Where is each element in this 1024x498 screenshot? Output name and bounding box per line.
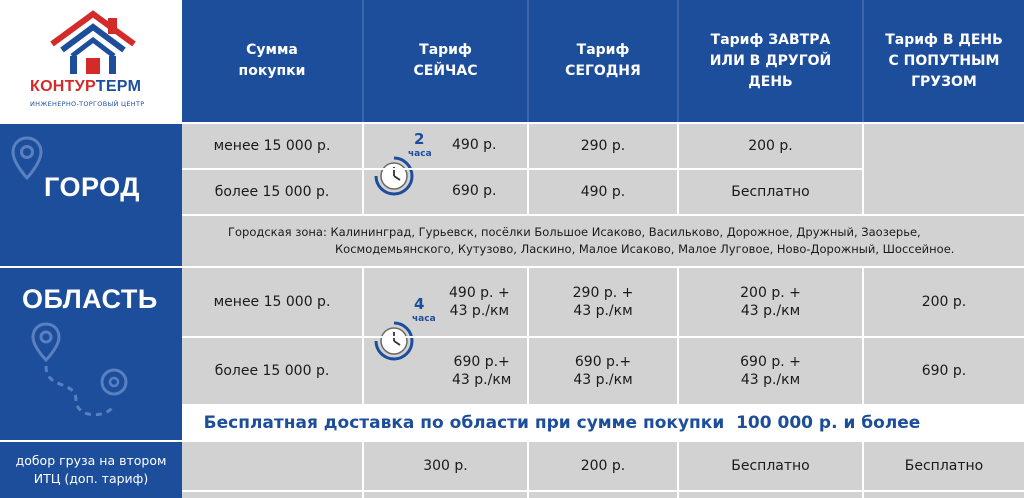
city-row1-now: 490 р. [452, 137, 497, 153]
header-day-line2: С ПОПУТНЫМ [888, 52, 1000, 69]
header-tomorrow: Тариф ЗАВТРА ИЛИ В ДРУГОЙ ДЕНЬ [679, 0, 862, 122]
region-row1-today-line1: 290 р. + [572, 285, 634, 301]
region-row2-today-line2: 43 р./км [573, 372, 633, 388]
region-row1-now: 490 р. + 43 р./км [449, 284, 510, 320]
extra-label-line2: ИТЦ (доп. тариф) [33, 471, 149, 486]
city-time-unit: часа [408, 149, 432, 159]
region-row1-now-line1: 490 р. + [449, 285, 510, 301]
header-tomorrow-bold: ЗАВТРА [768, 31, 831, 48]
brand-name-part2: ТЕРМ [95, 78, 142, 95]
header-today-line2: СЕГОДНЯ [565, 63, 641, 79]
route-icon [31, 322, 128, 417]
extra-today: 200 р. [580, 458, 626, 474]
city-zone-line1: Городская зона: Калининград, Гурьевск, п… [228, 225, 921, 239]
map-pin-icon [11, 136, 43, 181]
region-row2-today: 690 р.+ 43 р./км [529, 338, 677, 404]
city-row2-now: 690 р. [452, 183, 497, 199]
region-row1-day: 200 р. [921, 294, 967, 310]
region-row1-now-line2: 43 р./км [449, 303, 510, 319]
region-row1-today-line2: 43 р./км [573, 303, 633, 319]
region-row2-now-line2: 43 р./км [452, 372, 512, 388]
header-now-line1: Тариф [419, 42, 472, 58]
city-row2-today: 490 р. [580, 184, 626, 200]
header-day-line3: ГРУЗОМ [911, 73, 977, 90]
city-row2-sum: более 15 000 р. [214, 184, 330, 200]
brand-name: КОНТУРТЕРМ [30, 78, 141, 96]
header-day-line1: Тариф [885, 31, 938, 48]
brand-subtitle: ИНЖЕНЕРНО-ТОРГОВЫЙ ЦЕНТР [30, 100, 145, 108]
header-now: Тариф СЕЙЧАС [364, 0, 527, 122]
extra-label-line1: добор груза на втором [15, 453, 167, 468]
header-sum: Сумма покупки [182, 0, 362, 122]
region-side-panel: ОБЛАСТЬ [0, 268, 182, 440]
header-day: Тариф В ДЕНЬ С ПОПУТНЫМ ГРУЗОМ [864, 0, 1024, 122]
house-logo-icon [50, 10, 136, 74]
header-tomorrow-line2: ИЛИ В ДРУГОЙ [709, 52, 832, 69]
city-gray-area [182, 124, 1024, 266]
region-row2-tomorrow-line1: 690 р. + [740, 354, 801, 370]
brand-name-part1: КОНТУР [30, 78, 96, 95]
extra-now: 300 р. [423, 458, 468, 474]
region-label: ОБЛАСТЬ [22, 284, 158, 314]
region-time-number: 4 [414, 295, 425, 313]
region-row1-tomorrow: 200 р. + 43 р./км [679, 268, 862, 336]
header-tomorrow-line3: ДЕНЬ [748, 73, 793, 90]
header-tomorrow-line1: Тариф [710, 31, 764, 48]
city-row2-tomorrow: Бесплатно [731, 184, 810, 200]
city-side-panel: ГОРОД [0, 124, 182, 266]
header-now-line2: СЕЙЧАС [413, 63, 478, 79]
city-label: ГОРОД [44, 172, 140, 202]
extra-gray-area [182, 442, 1024, 498]
city-delivery-time: 2 часа [372, 130, 446, 200]
region-delivery-time: 4 часа [372, 295, 446, 365]
region-row2-now: 690 р.+ 43 р./км [452, 353, 511, 389]
city-row1-today: 290 р. [580, 138, 626, 154]
region-row2-sum: более 15 000 р. [214, 363, 330, 379]
header-bar [182, 0, 1024, 122]
header-sum-label: Сумма покупки [238, 42, 306, 79]
region-row1-today: 290 р. + 43 р./км [529, 268, 677, 336]
region-row2-now-line1: 690 р.+ [453, 354, 510, 370]
region-row1-sum: менее 15 000 р. [213, 294, 331, 310]
region-row2-day: 690 р. [921, 363, 967, 379]
city-zone-line2: Космодемьянского, Кутузово, Ласкино, Мал… [335, 242, 955, 256]
region-free-delivery-promo: Бесплатная доставка по области при сумме… [203, 413, 921, 433]
clock-icon [374, 321, 414, 361]
extra-day: Бесплатно [904, 458, 984, 474]
region-row2-tomorrow: 690 р. + 43 р./км [679, 338, 862, 404]
extra-tomorrow: Бесплатно [731, 458, 810, 474]
city-time-number: 2 [414, 130, 425, 148]
brand-logo[interactable]: КОНТУРТЕРМ ИНЖЕНЕРНО-ТОРГОВЫЙ ЦЕНТР [0, 0, 182, 122]
city-row1-tomorrow: 200 р. [748, 138, 793, 154]
clock-icon [374, 156, 414, 196]
region-row2-today-line1: 690 р.+ [574, 354, 632, 370]
region-row1-tomorrow-line2: 43 р./км [740, 303, 801, 319]
region-time-unit: часа [412, 314, 436, 324]
extra-label-cell: добор груза на втором ИТЦ (доп. тариф) [0, 442, 182, 498]
city-row1-sum: менее 15 000 р. [213, 138, 331, 154]
header-today-line1: Тариф [576, 42, 630, 58]
region-row1-tomorrow-line1: 200 р. + [740, 285, 801, 301]
city-zone-note: Городская зона: Калининград, Гурьевск, п… [228, 224, 1018, 258]
region-row2-tomorrow-line2: 43 р./км [740, 372, 801, 388]
header-day-bold: В ДЕНЬ [942, 31, 1003, 48]
header-today: Тариф СЕГОДНЯ [529, 0, 677, 122]
